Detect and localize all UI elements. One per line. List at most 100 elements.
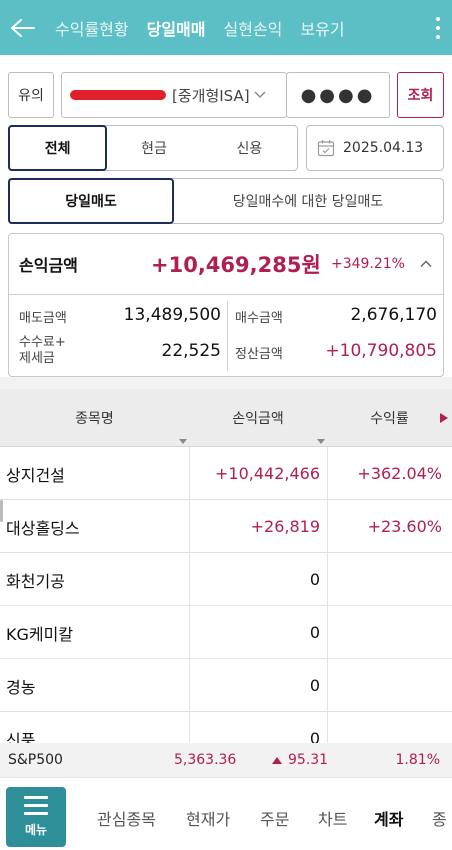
account-type-label: [중개형ISA] <box>172 86 250 105</box>
stock-pl-rate <box>328 606 442 659</box>
arrow-left-icon <box>11 18 35 37</box>
chevron-down-icon <box>254 91 266 98</box>
stock-pl-rate: +362.04% <box>357 464 442 483</box>
ticker-change: 95.31 <box>272 752 328 768</box>
stock-pl-amount: +10,442,466 <box>214 464 320 483</box>
account-select[interactable]: [중개형ISA] <box>61 72 287 118</box>
col-header-amount[interactable]: 손익금액 <box>189 389 327 447</box>
date-picker[interactable]: 2025.04.13 <box>306 125 444 171</box>
stock-pl-rate <box>328 712 442 743</box>
stock-name: 대상홀딩스 <box>6 518 80 538</box>
tab-day-trading[interactable]: 당일매매 <box>146 19 206 39</box>
tab-realized-pl[interactable]: 실현손익 <box>223 19 283 39</box>
column-divider <box>327 447 328 743</box>
summary-header[interactable]: 손익금액 +10,469,285원 +349.21% <box>9 234 443 295</box>
table-body: 상지건설 +10,442,466 +362.04% 대상홀딩스 +26,819 … <box>0 447 452 743</box>
column-divider <box>189 447 190 743</box>
tab-return-status[interactable]: 수익률현황 <box>55 19 129 39</box>
credit-type-segment: 전체 현금 신용 <box>8 125 298 171</box>
stock-pl-amount: 0 <box>309 623 320 642</box>
pl-rate: +349.21% <box>330 256 405 272</box>
nav-watchlist[interactable]: 관심종목 <box>97 810 156 829</box>
pl-label: 손익금액 <box>19 256 78 275</box>
top-header: 수익률현황 당일매매 실현손익 보유기 <box>0 0 452 55</box>
fee-label-line2: 제세금 <box>19 351 55 366</box>
section-gap <box>0 377 452 389</box>
stock-name: 신풍 <box>6 730 36 744</box>
table-row[interactable]: KG케미칼 0 <box>0 606 452 659</box>
summary-divider <box>227 301 228 371</box>
segment-credit[interactable]: 신용 <box>236 141 263 157</box>
header-tabs: 수익률현황 당일매매 실현손익 보유기 <box>46 0 424 55</box>
back-button[interactable] <box>0 0 46 55</box>
nav-account[interactable]: 계좌 <box>374 810 404 829</box>
col-header-rate-label: 수익률 <box>370 411 409 427</box>
fee-label-line1: 수수료+ <box>19 335 66 350</box>
menu-button-label: 메뉴 <box>24 823 48 837</box>
stock-name: 상지건설 <box>6 465 65 485</box>
col-header-name-label: 종목명 <box>75 411 114 427</box>
table-row[interactable]: 신풍 0 <box>0 712 452 743</box>
date-value: 2025.04.13 <box>343 140 424 156</box>
nav-more[interactable]: 종 <box>432 810 447 829</box>
stock-pl-amount: +26,819 <box>250 517 320 536</box>
stock-pl-rate <box>328 553 442 606</box>
ticker-change-value: 95.31 <box>288 752 329 768</box>
table-row[interactable]: 상지건설 +10,442,466 +362.04% <box>0 447 452 500</box>
summary-grid: 매도금액 13,489,500 매수금액 2,676,170 수수료+ 제세금 … <box>9 295 443 377</box>
sort-icon <box>317 439 325 444</box>
stock-pl-rate: +23.60% <box>367 517 442 536</box>
nav-chart[interactable]: 차트 <box>318 810 348 829</box>
scroll-right-icon[interactable] <box>440 413 448 423</box>
menu-button[interactable]: 메뉴 <box>6 787 66 847</box>
chevron-up-icon[interactable] <box>419 257 433 271</box>
bottom-nav: 메뉴 관심종목 현재가 주문 차트 계좌 종 <box>0 777 452 850</box>
password-field[interactable]: ●●●● <box>286 72 390 118</box>
search-button[interactable]: 조회 <box>397 72 444 118</box>
account-row: 유의 [중개형ISA] ●●●● 조회 <box>8 72 444 118</box>
table-row[interactable]: 화천기공 0 <box>0 553 452 606</box>
sell-amount-value: 13,489,500 <box>123 305 221 325</box>
sell-amount-label: 매도금액 <box>19 311 67 326</box>
col-header-rate[interactable]: 수익률 <box>327 389 452 447</box>
ticker-percent: 1.81% <box>395 752 440 768</box>
calendar-icon <box>317 140 335 157</box>
sort-icon <box>179 439 187 444</box>
summary-card: 손익금액 +10,469,285원 +349.21% 매도금액 13,489,5… <box>8 233 444 377</box>
table-row[interactable]: 경농 0 <box>0 659 452 712</box>
stock-pl-amount: 0 <box>309 729 320 743</box>
segment-all[interactable]: 전체 <box>8 125 108 171</box>
ticker-value: 5,363.36 <box>174 752 237 768</box>
segment-day-sell[interactable]: 당일매도 <box>8 178 174 224</box>
settle-amount-value: +10,790,805 <box>325 341 437 361</box>
buy-amount-label: 매수금액 <box>235 311 283 326</box>
table-row[interactable]: 대상홀딩스 +26,819 +23.60% <box>0 500 452 553</box>
index-ticker[interactable]: S&P500 5,363.36 95.31 1.81% <box>0 743 452 777</box>
stock-pl-rate <box>328 659 442 712</box>
kebab-menu-icon[interactable] <box>424 0 452 55</box>
settle-amount-label: 정산금액 <box>235 347 283 362</box>
stock-pl-amount: 0 <box>309 676 320 695</box>
stock-name: 화천기공 <box>6 571 65 591</box>
stock-name: 경농 <box>6 677 36 697</box>
redacted-account-number <box>70 90 166 100</box>
sell-type-segment: 당일매도 당일매수에 대한 당일매도 <box>8 178 444 224</box>
fee-value: 22,525 <box>161 341 221 361</box>
fee-label: 수수료+ 제세금 <box>19 335 66 367</box>
nav-current-price[interactable]: 현재가 <box>186 810 231 829</box>
tab-holdings[interactable]: 보유기 <box>300 19 345 39</box>
table-header: 종목명 손익금액 수익률 <box>0 389 452 447</box>
nav-order[interactable]: 주문 <box>260 810 290 829</box>
pl-amount: +10,469,285원 <box>151 253 321 277</box>
segment-day-buy-sell[interactable]: 당일매수에 대한 당일매도 <box>232 194 384 210</box>
drag-handle[interactable] <box>0 500 3 522</box>
account-option-button[interactable]: 유의 <box>8 72 54 118</box>
segment-cash[interactable]: 현금 <box>141 141 167 157</box>
stock-name: KG케미칼 <box>6 624 74 644</box>
buy-amount-value: 2,676,170 <box>350 305 437 325</box>
ticker-name: S&P500 <box>8 752 63 768</box>
col-header-amount-label: 손익금액 <box>232 411 284 427</box>
up-triangle-icon <box>272 756 282 764</box>
col-header-name[interactable]: 종목명 <box>0 389 189 447</box>
stock-pl-amount: 0 <box>309 570 320 589</box>
